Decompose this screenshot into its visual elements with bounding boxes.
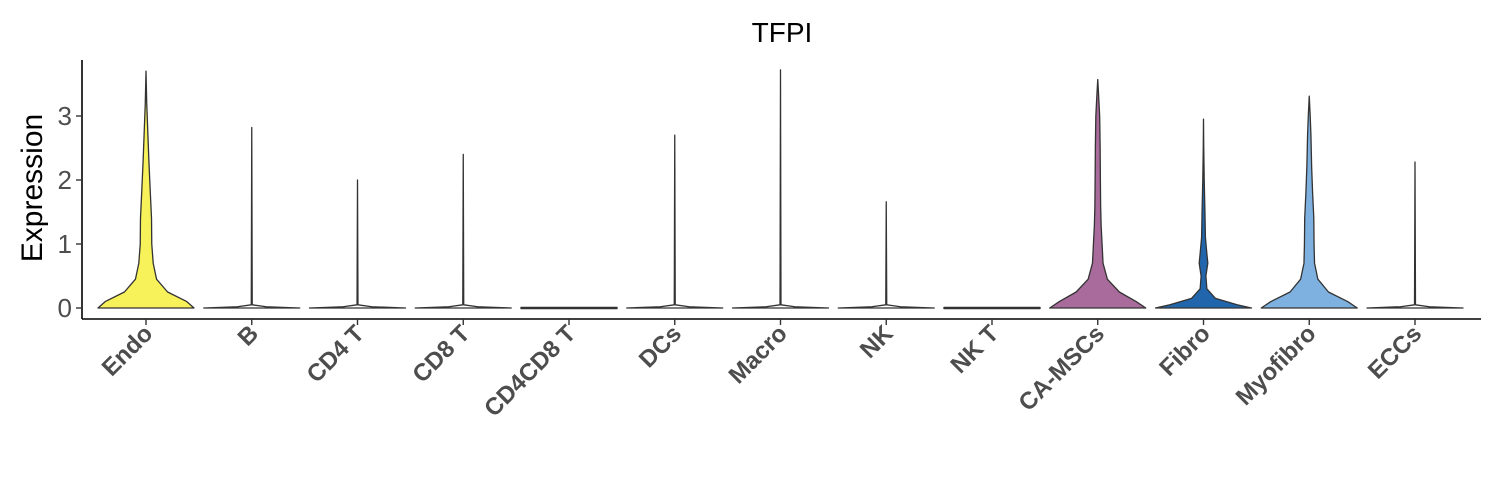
violin-cd8-t bbox=[414, 153, 512, 309]
violin-eccs bbox=[1366, 161, 1464, 309]
y-axis-label: Expression bbox=[16, 114, 49, 262]
x-tick-label-cd8-t: CD8 T bbox=[407, 320, 475, 388]
x-tick-label-b: B bbox=[233, 320, 264, 351]
x-tick-label-dcs: DCs bbox=[634, 320, 687, 373]
violin-endo bbox=[97, 70, 195, 309]
violin-cd4cd8-t bbox=[520, 306, 618, 310]
x-tick-label-myofibro: Myofibro bbox=[1231, 320, 1322, 411]
violin-fibro bbox=[1154, 118, 1253, 309]
violin-ca-mscs bbox=[1049, 78, 1147, 309]
violin-cd4-t bbox=[308, 179, 407, 309]
x-tick-label-nk-t: NK T bbox=[946, 320, 1005, 379]
x-tick-label-eccs: ECCs bbox=[1363, 320, 1427, 384]
chart-title: TFPI bbox=[752, 17, 813, 48]
x-tick-label-ca-mscs: CA-MSCs bbox=[1014, 320, 1110, 416]
x-tick-label-nk: NK bbox=[855, 320, 899, 364]
y-tick-label: 3 bbox=[58, 101, 72, 131]
y-tick-label: 0 bbox=[58, 293, 72, 323]
y-tick-label: 2 bbox=[58, 165, 72, 195]
violin-nk bbox=[837, 201, 935, 309]
y-axis-ticks: 0 1 2 3 bbox=[58, 101, 82, 323]
x-tick-label-cd4cd8-t: CD4CD8 T bbox=[479, 320, 581, 422]
x-tick-label-cd4-t: CD4 T bbox=[302, 320, 370, 388]
violin-nk-t bbox=[943, 306, 1041, 310]
x-axis-ticks: Endo B CD4 T CD8 T CD4CD8 T DCs Macro NK NK T CA-… bbox=[97, 319, 1427, 422]
violin-layer bbox=[97, 69, 1464, 310]
x-tick-label-fibro: Fibro bbox=[1154, 320, 1216, 382]
violin-myofibro bbox=[1260, 95, 1358, 309]
violin-dcs bbox=[626, 134, 724, 309]
x-tick-label-macro: Macro bbox=[724, 320, 793, 389]
x-tick-label-endo: Endo bbox=[97, 320, 159, 382]
violin-macro bbox=[731, 69, 830, 309]
violin-b bbox=[203, 126, 301, 309]
y-tick-label: 1 bbox=[58, 229, 72, 259]
